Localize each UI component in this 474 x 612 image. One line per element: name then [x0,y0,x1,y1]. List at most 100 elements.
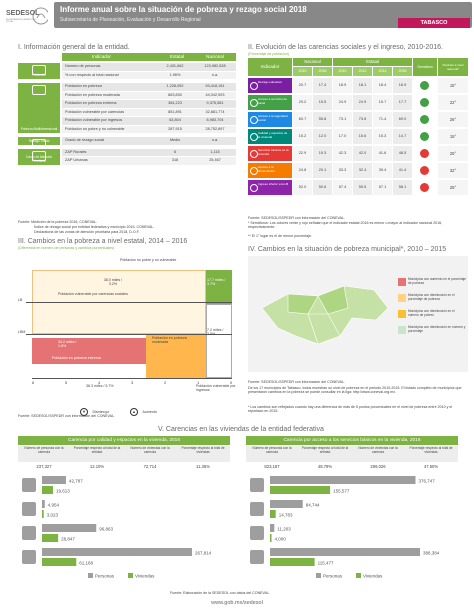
row-indicator: Población en pobreza extrema [65,101,117,105]
section1-note-1: Índice de rezago social por entidad fede… [34,225,155,229]
label-viviendas: 19,613 [56,489,70,494]
col-header: Número de personas con la carencia [24,446,64,454]
indicator-icon [250,184,258,192]
right-head-row: Número de personas con la carencia Porcen… [246,446,458,462]
value-cell: 19.3 [313,146,332,161]
section4-notes-2: * Los cambios son reflejados cuando hay … [248,405,453,414]
value-cell: 57.4 [333,180,352,195]
value-cell: 15.6 [353,129,372,144]
box-no-pobre [206,270,232,304]
row-estatal: 287,915 [168,126,182,131]
group-label: Población [32,73,46,78]
value-cell: 22.9 [293,146,312,161]
value-cell: 71.4 [373,112,392,127]
table-header: Indicador Estatal Nacional [62,53,236,61]
row-estatal: 318 [171,158,179,162]
value-cell: 60.7 [293,112,312,127]
posicion-cell: 15° [438,129,468,144]
x-tick-label: 0 [230,380,233,385]
indicator-tile: Acceso a servicios de salud [248,95,292,110]
value-cell: 39.4 [373,163,392,178]
semaforo-light [420,115,429,124]
bar-viviendas [42,486,53,494]
section4-title: IV. Cambios en la situación de pobreza m… [248,246,447,253]
electricity-icon [250,526,264,540]
semaforo-light [420,98,429,107]
header-indicador: Indicador [92,54,111,59]
indicator-icon [250,116,258,124]
year-header: 2016 [393,67,412,76]
s2-header-row: Indicador Nacional Estatal Semáforo Posi… [248,58,468,76]
indicator-icon [250,99,258,107]
value-cell: 18.1 [353,78,372,93]
legend-increase: ▲ Aumentó [130,400,157,418]
footer-url[interactable]: www.gob.mx/sedesol [211,600,263,606]
indicator-label: Calidad y espacios de la vivienda [258,131,288,139]
lb-line [26,302,232,303]
s2-header-indicador: Indicador [248,58,292,76]
value-cell: 14.7 [393,129,412,144]
indicator-label: Ingreso inferior a la LB [258,182,289,186]
housing-left: Carencia por calidad y espacios en la vi… [18,436,230,586]
group-label: Pobreza Multidimensional [20,127,58,132]
header-estatal: Estatal [170,54,185,59]
legend-decrease: ▼ Disminuyó [80,400,109,418]
vuln-carencias-change: 38.0 miles / 3.2% [103,278,123,287]
header-nacional: Nacional [206,54,224,59]
table-row: ZAP Urbanas 318 25,467 [62,157,236,165]
bar-personas [270,476,416,484]
indicator-icon [250,133,258,141]
legend-swatch [398,310,406,318]
label-viviendas: 61,168 [79,561,93,566]
value-cell: 24.9 [333,95,352,110]
lbm-line [26,334,232,335]
lb-label: LB [18,298,23,302]
water-icon [250,478,264,492]
group-tile: Población [18,63,60,79]
bottom-change: 38.3 miles / 5.7% [86,384,114,388]
row-indicator: ZAP Urbanas [65,158,88,162]
legend-swatch-viviendas [356,573,361,578]
row-indicator: Población vulnerable por ingresos [65,118,123,122]
row-nacional: n.a. [211,138,219,142]
bar-personas [270,548,420,556]
section1-source: Fuente: Medición de la pobreza 2016, CON… [18,220,98,224]
row-estatal: 6 [173,149,177,154]
box-moderada [146,334,206,378]
row-nacional: 53,418,151 [205,84,225,88]
value-cell: 15.3 [373,129,392,144]
year-header: 2016 [313,67,332,76]
row-estatal: 863,830 [168,92,182,97]
sedesol-logo: SEDESOL SECRETARÍA DE DESARROLLO SOCIAL [6,4,50,28]
label-viviendas: 3,023 [47,513,59,518]
s2-header-posicion: Posición a nivel nacional* [438,58,468,76]
value-cell: 41.6 [373,146,392,161]
bar-viviendas [270,558,315,566]
legend-increase-label: Aumentó [142,410,157,414]
label-viviendas: 4,000 [275,537,287,542]
row-indicator: % con respecto al total nacional [65,72,119,77]
right-value-row: 823,197 48.79% 299,026 47.50% [246,463,458,470]
wall-icon [22,526,36,540]
indicator-label: Servicios básicos en la vivienda [258,148,289,156]
section5-title: V. Carencias en las viviendas de la enti… [158,426,324,433]
section3-subtitle: (Diferencia en número de personas y camb… [18,246,115,250]
top-label: Población no pobre y no vulnerable [120,258,177,262]
label-viviendas: 115,477 [318,561,334,566]
value-cell: 55.8 [313,112,332,127]
indicator-label: Acceso a la seguridad social [258,114,288,122]
box-vuln-ingresos [206,304,232,378]
tabasco-map [261,285,389,345]
posicion-cell: 26° [438,112,468,127]
vuln-ingresos-change: 7.2 miles / 3.5% [207,328,224,337]
label-viviendas: 155,577 [333,489,350,494]
extrema-change: 34.2 miles / 1.6% [58,340,77,349]
vuln-carencias-label: Población vulnerable por carencias socia… [58,292,128,296]
table-row: Población no pobre y no vulnerable 287,91… [62,125,236,133]
bar-viviendas [270,486,331,494]
legend-label-personas: Personas [323,574,343,579]
value-cell: 42.0 [353,146,372,161]
row-indicator: Población en pobreza moderada [65,92,120,97]
table-row: Población vulnerable por ingresos 63,804 8… [62,117,236,125]
bar-personas [42,500,45,508]
